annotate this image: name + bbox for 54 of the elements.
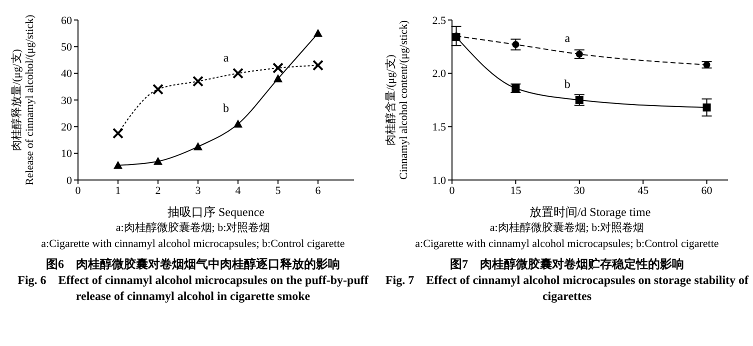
y-tick-label: 10 [61, 148, 72, 160]
x-tick-label: 1 [115, 184, 121, 197]
point [702, 103, 711, 112]
y-tick-label: 2.5 [432, 14, 446, 27]
x-axis-title: 放置时间/d Storage time [529, 205, 651, 219]
x-tick-label: 5 [275, 184, 282, 197]
point [152, 84, 164, 95]
point [114, 160, 122, 169]
y-tick-label: 2.0 [432, 68, 446, 80]
x-tick-label: 0 [449, 184, 456, 197]
point [312, 60, 324, 71]
x-tick-label: 15 [510, 184, 522, 197]
y-tick-label: 1.0 [432, 174, 446, 187]
y-tick-label: 30 [61, 94, 72, 107]
y-tick-label: 50 [61, 42, 72, 54]
caption: Fig. 6 Effect of cinnamyl alcohol microcapsules on the puff-by-puff release of cinnamyl alcohol in cigarette smoke [16, 272, 370, 304]
point [314, 28, 322, 37]
caption: 图6 肉桂醇微胶囊对卷烟烟气中肉桂醇逐口释放的影响 [45, 256, 341, 272]
series-label: b [223, 101, 229, 115]
text: a:肉桂醇微胶囊卷烟; b:对照卷烟 [114, 220, 272, 236]
point [232, 68, 244, 79]
point [192, 76, 204, 87]
point [112, 128, 124, 139]
x-tick-label: 60 [701, 184, 713, 197]
series-label: a [564, 31, 571, 46]
y-tick-label: 0 [66, 174, 72, 187]
x-tick-label: 2 [155, 184, 161, 197]
x-tick-label: 0 [75, 184, 82, 197]
y-tick-label: 20 [61, 122, 72, 134]
text: a:Cigarette with cinnamyl alcohol microcapsules; b:Control cigarette [40, 237, 346, 252]
x-tick-label: 30 [574, 184, 586, 197]
point [703, 61, 710, 68]
x-tick-label: 45 [638, 184, 650, 197]
point [194, 142, 202, 150]
text: a:肉桂醇微胶囊卷烟; b:对照卷烟 [488, 220, 646, 236]
x-tick-label: 6 [315, 184, 322, 197]
point [274, 74, 282, 82]
series-label: a [223, 50, 230, 64]
caption: Fig. 7 Effect of cinnamyl alcohol microcapsules on storage stability of cigarettes [384, 272, 750, 304]
point [272, 62, 284, 74]
point [154, 156, 162, 165]
y-axis-title: 肉桂醇含量/(μg/支) Cinnamyl alcohol content/(μg/stick) [384, 20, 410, 180]
y-tick-label: 1.5 [432, 122, 446, 134]
point [234, 120, 242, 128]
x-tick-label: 4 [235, 184, 242, 197]
x-tick-label: 3 [195, 184, 202, 197]
y-axis-title: 肉桂醇释放量/(μg/支) Release of cinnamyl alcohol/(μg/stick) [10, 14, 36, 186]
y-tick-label: 60 [61, 14, 72, 27]
caption: 图7 肉桂醇微胶囊对卷烟贮存稳定性的影响 [449, 256, 685, 272]
x-axis-title: 抽吸口序 Sequence [168, 205, 264, 219]
text: a:Cigarette with cinnamyl alcohol microcapsules; b:Control cigarette [414, 237, 720, 252]
point [512, 41, 520, 48]
series-label: b [564, 77, 570, 91]
y-tick-label: 40 [61, 68, 72, 80]
